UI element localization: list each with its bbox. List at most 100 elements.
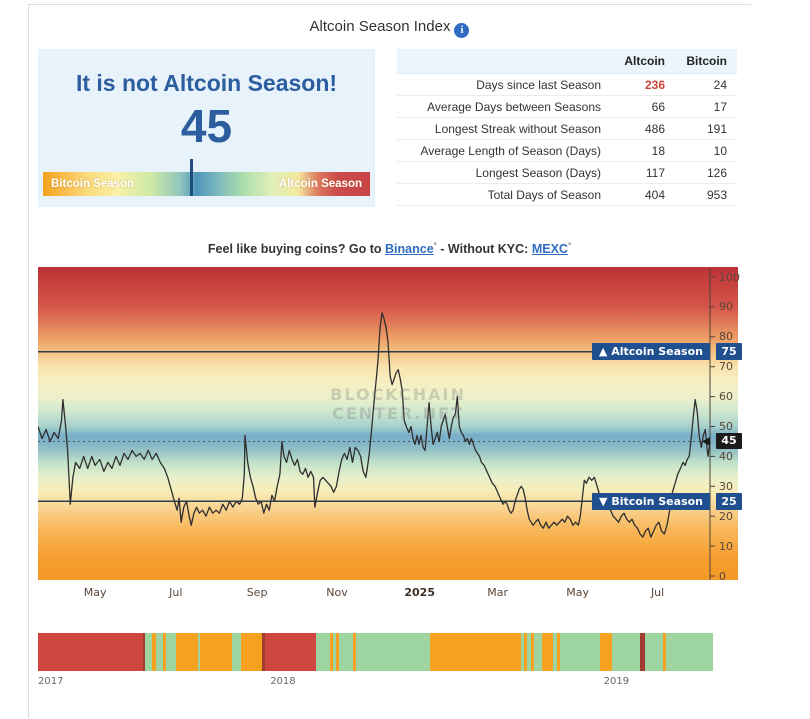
navigator-segment-orange xyxy=(353,633,356,671)
stat-altcoin-value: 404 xyxy=(644,187,665,202)
navigator-segment-green xyxy=(559,633,601,671)
y-tick-label: 80 xyxy=(719,330,733,344)
mexc-link[interactable]: MEXC xyxy=(531,242,568,257)
navigator-segment-orange xyxy=(162,633,167,671)
navigator-segment-green xyxy=(526,633,531,671)
y-tick-label: 60 xyxy=(719,390,733,404)
stats-row: Days since last Season 236 24 xyxy=(397,74,737,96)
altcoin-threshold-value: 75 xyxy=(716,343,742,361)
x-tick-label: 2025 xyxy=(404,586,435,599)
x-tick-label: Mar xyxy=(487,586,509,599)
navigator-segment-orange xyxy=(430,633,522,671)
stats-body: Days since last Season 236 24 Average Days … xyxy=(397,74,737,206)
navigator-segment-green xyxy=(611,633,641,671)
navigator-segment-orange xyxy=(335,633,340,671)
stat-bitcoin-value: 10 xyxy=(713,143,727,158)
timeline-navigator[interactable] xyxy=(38,633,713,671)
navigator-segment-red xyxy=(38,633,144,671)
stat-altcoin-value: 486 xyxy=(644,121,665,136)
navigator-segment-orange xyxy=(175,633,198,671)
navigator-segment-green xyxy=(166,633,176,671)
navigator-segment-green xyxy=(197,633,200,671)
navigator-segment-orange xyxy=(152,633,157,671)
x-axis-labels: May Jul Sep Nov 2025 Mar May Jul xyxy=(38,586,738,602)
navigator-segment-green xyxy=(355,633,431,671)
navigator-segment-green xyxy=(332,633,336,671)
x-tick-label: May xyxy=(83,586,107,599)
x-tick-label: Jul xyxy=(650,586,665,599)
year-label: 2019 xyxy=(603,676,630,687)
x-tick-label: Jul xyxy=(169,586,183,599)
season-status-panel: It is not Altcoin Season! 45 Bitcoin Sea… xyxy=(38,49,375,207)
navigator-segment-orange xyxy=(330,633,333,671)
navigator-segment-green xyxy=(553,633,558,671)
altcoin-season-badge: ▲ Altcoin Season xyxy=(591,343,710,361)
navigator-year-labels: 2017 2018 2019 xyxy=(38,676,713,690)
stats-row: Longest Season (Days) 117 126 xyxy=(397,162,737,184)
season-stats-table: Altcoin Bitcoin Days since last Season 23… xyxy=(397,49,737,206)
navigator-segment-orange xyxy=(524,633,527,671)
promo-line: Feel like buying coins? Go to Binance* -… xyxy=(28,241,751,256)
stat-bitcoin-value: 17 xyxy=(713,99,727,114)
stat-label: Longest Season (Days) xyxy=(475,165,601,180)
x-tick-label: May xyxy=(566,586,589,599)
y-tick-label: 70 xyxy=(719,360,733,374)
year-label: 2017 xyxy=(38,676,64,687)
left-divider xyxy=(28,4,29,718)
navigator-segment-green xyxy=(145,633,153,671)
stats-header-bitcoin: Bitcoin xyxy=(686,54,727,68)
top-divider xyxy=(28,4,751,5)
x-tick-label: Sep xyxy=(246,586,268,599)
stat-altcoin-value: 236 xyxy=(644,77,665,92)
stat-bitcoin-value: 191 xyxy=(706,121,727,136)
navigator-segment-darkred xyxy=(640,633,645,671)
bitcoin-threshold-value: 25 xyxy=(716,492,742,510)
season-gauge-bar: Bitcoin Season Altcoin Season xyxy=(43,159,370,196)
navigator-segment-orange xyxy=(600,633,612,671)
y-tick-label: 30 xyxy=(719,479,733,493)
mexc-asterisk: * xyxy=(567,241,572,250)
navigator-segment-orange xyxy=(557,633,560,671)
navigator-segment-orange xyxy=(200,633,232,671)
navigator-segment-orange xyxy=(241,633,263,671)
y-tick-label: 90 xyxy=(719,300,733,314)
index-history-chart[interactable]: BLOCKCHAIN CENTER.NET 0 10 20 30 40 50 60 70 80 9… xyxy=(38,267,742,583)
promo-prefix: Feel like buying coins? Go to xyxy=(207,242,386,257)
stat-altcoin-value: 18 xyxy=(651,143,665,158)
navigator-segment-darkred xyxy=(262,633,265,671)
navigator-segment-green xyxy=(339,633,354,671)
watermark: BLOCKCHAIN CENTER.NET xyxy=(330,385,466,424)
binance-asterisk: * xyxy=(433,241,437,250)
y-tick-label: 50 xyxy=(719,420,733,433)
page-title: Altcoin Season Index i xyxy=(28,18,751,38)
gauge-right-label: Altcoin Season xyxy=(278,178,362,190)
stat-label: Total Days of Season xyxy=(487,187,601,202)
navigator-segment-green xyxy=(644,633,664,671)
current-value-badge: 45 xyxy=(716,433,742,450)
navigator-segment-green xyxy=(534,633,543,671)
navigator-segment-orange xyxy=(542,633,554,671)
stat-label: Days since last Season xyxy=(476,77,601,92)
stat-label: Average Days between Seasons xyxy=(427,99,601,114)
navigator-segment-green xyxy=(231,633,242,671)
stats-row: Longest Streak without Season 486 191 xyxy=(397,118,737,140)
navigator-segment-orange xyxy=(530,633,535,671)
stat-label: Average Length of Season (Days) xyxy=(420,143,601,158)
season-index-value: 45 xyxy=(180,100,233,152)
stat-label: Longest Streak without Season xyxy=(434,121,601,136)
info-icon[interactable]: i xyxy=(454,23,470,38)
promo-middle: - Without KYC: xyxy=(436,242,532,257)
stats-row: Average Days between Seasons 66 17 xyxy=(397,96,737,118)
page-title-text: Altcoin Season Index xyxy=(309,18,451,35)
stats-row: Average Length of Season (Days) 18 10 xyxy=(397,140,737,162)
stat-bitcoin-value: 24 xyxy=(713,77,727,92)
stats-row: Total Days of Season 404 953 xyxy=(397,184,737,206)
stat-bitcoin-value: 126 xyxy=(706,165,727,180)
stats-header-row: Altcoin Bitcoin xyxy=(397,49,737,74)
binance-link[interactable]: Binance xyxy=(385,242,434,257)
gauge-left-label: Bitcoin Season xyxy=(51,178,135,190)
season-status-headline: It is not Altcoin Season! xyxy=(75,70,338,96)
navigator-segment-green xyxy=(665,633,713,671)
bitcoin-season-badge: ▼ Bitcoin Season xyxy=(592,492,710,510)
